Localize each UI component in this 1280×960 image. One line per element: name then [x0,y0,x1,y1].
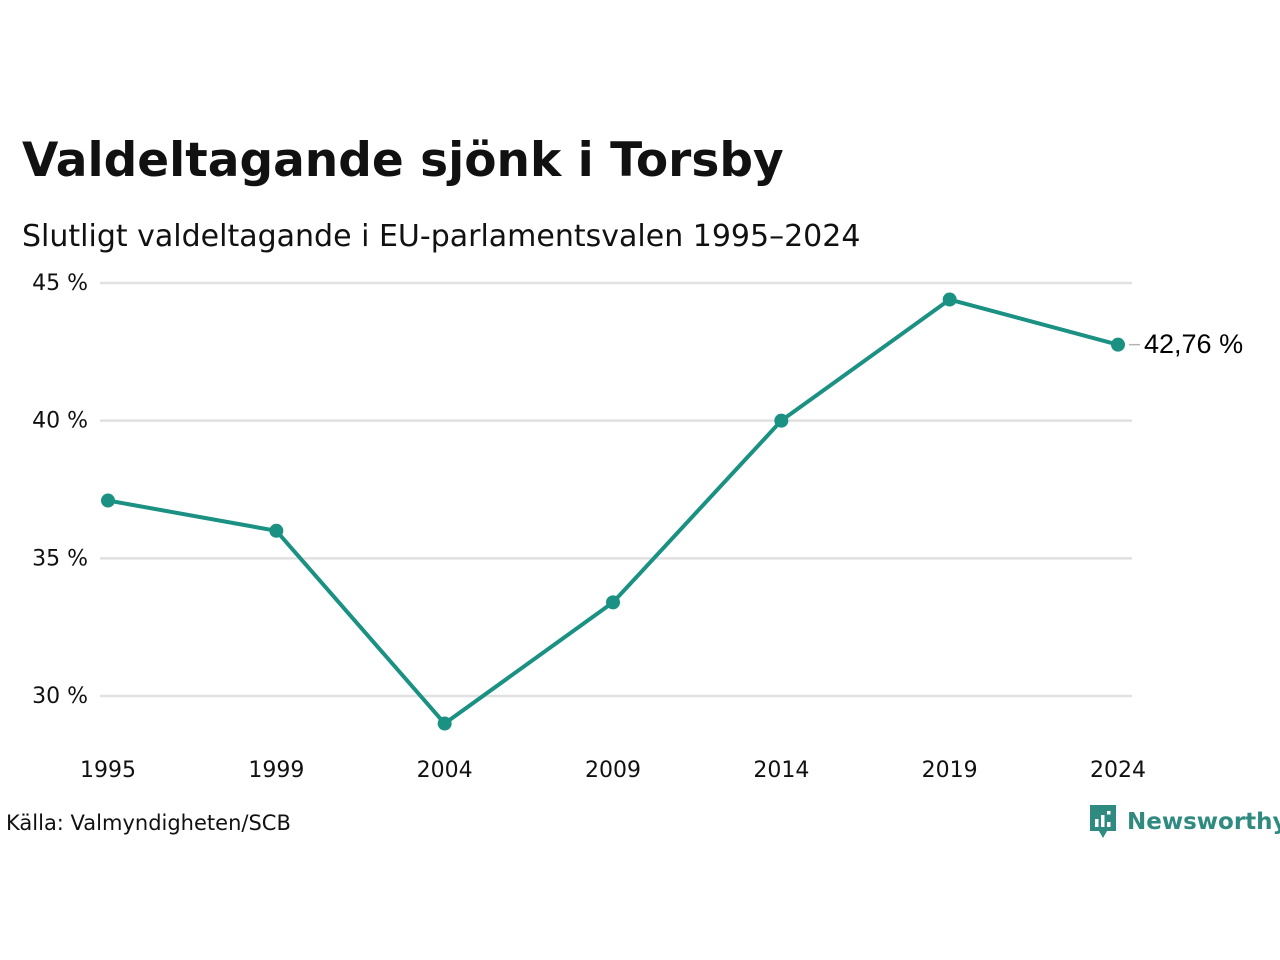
grid-lines [100,281,1132,698]
y-tick-label: 40 % [32,409,88,434]
y-tick-label: 45 % [32,271,88,296]
data-point-2009 [606,595,620,610]
series-line [106,297,1120,726]
data-point-2019 [942,292,957,307]
brand-name: Newsworthy [1127,809,1280,835]
x-tick-label: 1995 [80,758,136,783]
data-point-2004 [437,716,452,731]
x-axis-labels: 1995 1999 2004 2009 2014 2019 2024 [80,758,1146,783]
y-axis-labels: 30 % 35 % 40 % 45 % [32,271,88,709]
end-label-group: 42,76 % [1129,329,1243,359]
chart-subtitle: Slutligt valdeltagande i EU-parlamentsva… [22,219,861,254]
end-value-label: 42,76 % [1144,329,1243,359]
x-tick-label: 2009 [585,758,641,783]
x-tick-label: 2004 [417,758,473,783]
source-note: Källa: Valmyndigheten/SCB [6,811,291,835]
data-point-1995 [101,493,115,508]
newsworthy-logo-icon [1090,805,1116,838]
x-tick-label: 2014 [753,758,809,783]
chart-title: Valdeltagande sjönk i Torsby [22,133,784,188]
brand-logo: Newsworthy [1088,802,1280,842]
x-tick-label: 2024 [1090,758,1146,783]
x-tick-label: 1999 [248,758,304,783]
y-tick-label: 30 % [32,684,88,709]
x-tick-label: 2019 [922,758,978,783]
series-turnout [101,292,1125,731]
data-point-2014 [774,413,789,428]
data-point-1999 [269,523,284,538]
y-tick-label: 35 % [32,546,88,571]
data-point-2024 [1111,337,1125,352]
